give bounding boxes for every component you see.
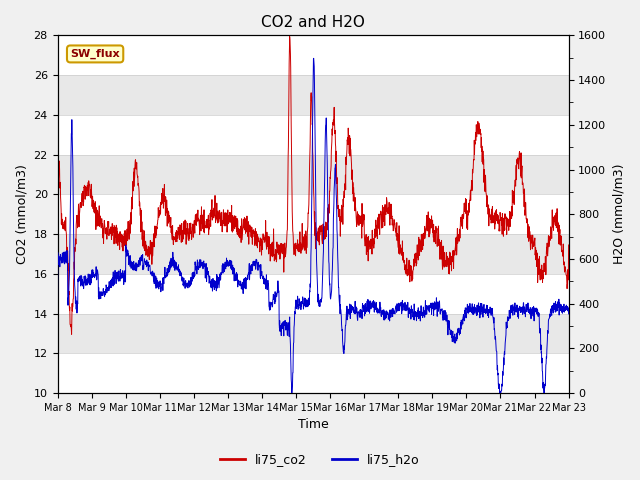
- Y-axis label: H2O (mmol/m3): H2O (mmol/m3): [612, 164, 625, 264]
- Text: SW_flux: SW_flux: [70, 49, 120, 59]
- Bar: [58, 75, 568, 115]
- Bar: [58, 234, 568, 274]
- Bar: [58, 194, 568, 234]
- X-axis label: Time: Time: [298, 419, 328, 432]
- Bar: [58, 353, 568, 393]
- Y-axis label: CO2 (mmol/m3): CO2 (mmol/m3): [15, 164, 28, 264]
- Title: CO2 and H2O: CO2 and H2O: [261, 15, 365, 30]
- Bar: [58, 155, 568, 194]
- Bar: [58, 313, 568, 353]
- Legend: li75_co2, li75_h2o: li75_co2, li75_h2o: [215, 448, 425, 471]
- Bar: [58, 115, 568, 155]
- Bar: [58, 274, 568, 313]
- Bar: [58, 36, 568, 75]
